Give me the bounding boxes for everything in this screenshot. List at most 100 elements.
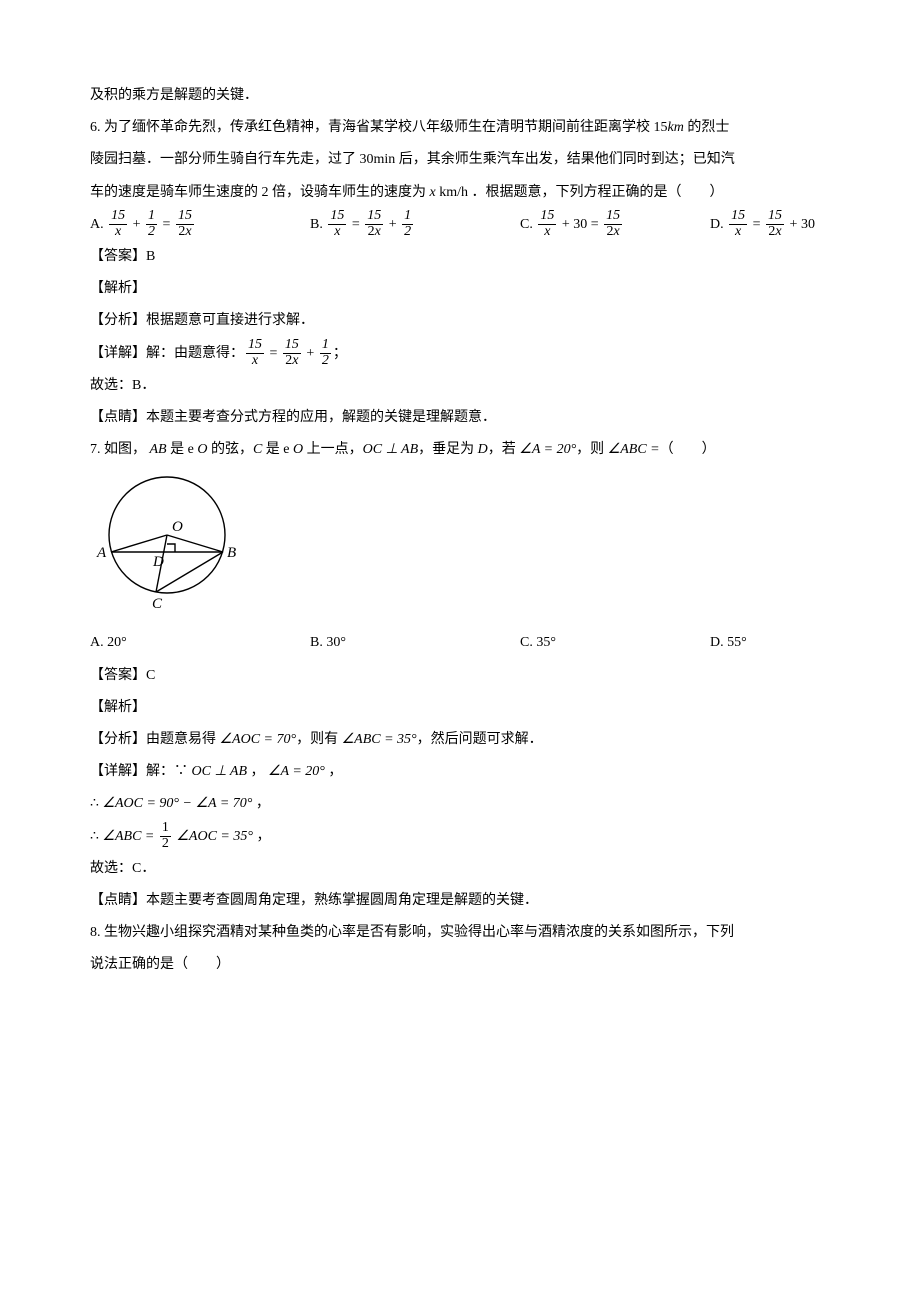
- answer-label2: 【答案】: [90, 668, 146, 683]
- q8-stem-1: 8. 生物兴趣小组探究酒精对某种鱼类的心率是否有影响，实验得出心率与酒精浓度的关…: [90, 917, 830, 949]
- q7-D: D: [478, 442, 488, 457]
- q6-xiangjie-pre: 解：由题意得：: [146, 346, 244, 361]
- q7-eO2b: O: [293, 442, 303, 457]
- q7-jiexi: 【解析】: [90, 692, 830, 724]
- q7-fenxi: 【分析】由题意易得 ∠AOC = 70°，则有 ∠ABC = 35°，然后问题可…: [90, 724, 830, 756]
- q6-option-d: D. 15x = 152x + 30: [710, 209, 815, 241]
- q6-stem-1a: 6. 为了缅怀革命先烈，传承红色精神，青海省某学校八年级师生在清明节期间前往距离…: [90, 120, 668, 135]
- q6-stem-3b: ．根据题意，下列方程正确的是（ ）: [468, 185, 724, 200]
- q6-eq-a: 15x + 12 = 152x: [107, 217, 196, 232]
- q7-AB: AB: [150, 442, 167, 457]
- q7-fenxi-a: 由题意易得: [146, 732, 220, 747]
- q7-c: 的弦，: [207, 442, 253, 457]
- half-num: 1: [160, 821, 171, 837]
- q7-eO1a: e: [188, 442, 194, 457]
- q7d1c: ，: [247, 764, 268, 779]
- q6-stem-3a: 车的速度是骑车师生速度的 2 倍，设骑车师生的速度为: [90, 185, 430, 200]
- dianjing-label2: 【点睛】: [90, 893, 146, 908]
- q6-detail-eq: 15x = 152x + 12: [244, 346, 333, 361]
- q6-xiangjie-post: ；: [333, 346, 347, 361]
- q7-options: A. 20° B. 30° C. 35° D. 55°: [90, 627, 830, 659]
- svg-text:D: D: [152, 554, 164, 570]
- q7-det-2: ∴ ∠AOC = 90° − ∠A = 70° ，: [90, 788, 830, 820]
- q7-eO2a: e: [283, 442, 289, 457]
- q6-eq-b: 15x = 152x + 12: [326, 217, 415, 232]
- q7-half-frac: 12: [160, 821, 171, 851]
- q7-guxuan: 故选：C．: [90, 853, 830, 885]
- q7-option-a: A. 20°: [90, 627, 310, 659]
- q6-option-c: C. 15x + 30 = 152x: [520, 209, 710, 241]
- svg-text:O: O: [172, 519, 183, 535]
- q7-g: ，若: [488, 442, 520, 457]
- svg-text:A: A: [96, 545, 107, 561]
- q6-answer: 【答案】B: [90, 241, 830, 273]
- q7-det-1: 【详解】解：∵ OC ⊥ AB ， ∠A = 20° ，: [90, 756, 830, 788]
- q6-eq-c: 15x + 30 = 152x: [536, 217, 624, 232]
- q7d3b-right: ∠AOC = 35°: [176, 829, 253, 844]
- q6-fenxi: 【分析】根据题意可直接进行求解．: [90, 305, 830, 337]
- q6-xiangjie: 【详解】解：由题意得：15x = 152x + 12；: [90, 338, 830, 370]
- label-b2: B.: [310, 635, 326, 650]
- q6-option-b: B. 15x = 152x + 12: [310, 209, 520, 241]
- xiangjie-label2: 【详解】: [90, 764, 146, 779]
- q7-f: ，垂足为: [418, 442, 478, 457]
- q7-b: 是: [167, 442, 188, 457]
- q6-stem-line3: 车的速度是骑车师生速度的 2 倍，设骑车师生的速度为 x km/h ．根据题意，…: [90, 177, 830, 209]
- q6-unit-km: km: [668, 120, 684, 135]
- q7d1b: OC ⊥ AB: [192, 764, 248, 779]
- label-c2: C.: [520, 635, 536, 650]
- q7-option-d: D. 55°: [710, 627, 747, 659]
- q7-option-b: B. 30°: [310, 627, 520, 659]
- q6-stem-2b: 后，其余师生乘汽车出发，结果他们同时到达；已知汽: [395, 152, 735, 167]
- q7-ABC: ∠ABC =: [608, 442, 660, 457]
- half-den: 2: [160, 837, 171, 852]
- q6-stem-line1: 6. 为了缅怀革命先烈，传承红色精神，青海省某学校八年级师生在清明节期间前往距离…: [90, 112, 830, 144]
- q7-e: 上一点，: [303, 442, 363, 457]
- q7d3c: ，: [253, 829, 271, 844]
- q6-options: A. 15x + 12 = 152x B. 15x = 152x + 12 C.…: [90, 209, 830, 241]
- q7-i: （ ）: [660, 442, 716, 457]
- q6-dianjing-text: 本题主要考查分式方程的应用，解题的关键是理解题意．: [146, 410, 496, 425]
- q7-d: 是: [262, 442, 283, 457]
- label-a2: A.: [90, 635, 107, 650]
- svg-text:C: C: [152, 596, 163, 610]
- q6-unit-min: min: [374, 152, 396, 167]
- circle-diagram: O A B C D: [90, 470, 245, 610]
- q7-figure: O A B C D: [90, 470, 830, 623]
- q6-stem-line2: 陵园扫墓．一部分师生骑自行车先走，过了 30min 后，其余师生乘汽车出发，结果…: [90, 144, 830, 176]
- q7-a: 7. 如图，: [90, 442, 150, 457]
- q7-option-c: C. 35°: [520, 627, 710, 659]
- q7-fenxi-c: ，则有: [296, 732, 342, 747]
- q6-eq-d: 15x = 152x + 30: [727, 217, 815, 232]
- dianjing-label: 【点睛】: [90, 410, 146, 425]
- q7-A20: ∠A = 20°: [519, 442, 576, 457]
- q7d1d: ∠A = 20°: [268, 764, 325, 779]
- q7d2a: ∴: [90, 796, 102, 811]
- q6-option-a: A. 15x + 12 = 152x: [90, 209, 310, 241]
- xiangjie-label: 【详解】: [90, 346, 146, 361]
- q7d1e: ，: [325, 764, 343, 779]
- answer-label: 【答案】: [90, 249, 146, 264]
- label-b: B.: [310, 217, 326, 232]
- q6-stem-2a: 陵园扫墓．一部分师生骑自行车先走，过了 30: [90, 152, 374, 167]
- label-a: A.: [90, 217, 107, 232]
- q6-guxuan: 故选：B．: [90, 370, 830, 402]
- q7-fenxi-e: ，然后问题可求解．: [417, 732, 543, 747]
- label-d2: D.: [710, 635, 727, 650]
- fenxi-label: 【分析】: [90, 313, 146, 328]
- q7-opt-a-val: 20°: [107, 635, 127, 650]
- q7-opt-b-val: 30°: [326, 635, 346, 650]
- q7-fenxi-d: ∠ABC = 35°: [342, 732, 417, 747]
- svg-text:B: B: [227, 545, 236, 561]
- q7-fenxi-b: ∠AOC = 70°: [220, 732, 297, 747]
- q7d2c: ，: [252, 796, 270, 811]
- q7-opt-d-val: 55°: [727, 635, 747, 650]
- q7d3b-left: ∠ABC =: [102, 829, 154, 844]
- q6-dianjing: 【点睛】本题主要考查分式方程的应用，解题的关键是理解题意．: [90, 402, 830, 434]
- top-note: 及积的乘方是解题的关键．: [90, 80, 830, 112]
- label-d: D.: [710, 217, 727, 232]
- q8-stem-2: 说法正确的是（ ）: [90, 949, 830, 981]
- q7-det-3: ∴ ∠ABC = 12 ∠AOC = 35° ，: [90, 821, 830, 853]
- q6-jiexi: 【解析】: [90, 273, 830, 305]
- q7d1a: 解：∵: [146, 764, 192, 779]
